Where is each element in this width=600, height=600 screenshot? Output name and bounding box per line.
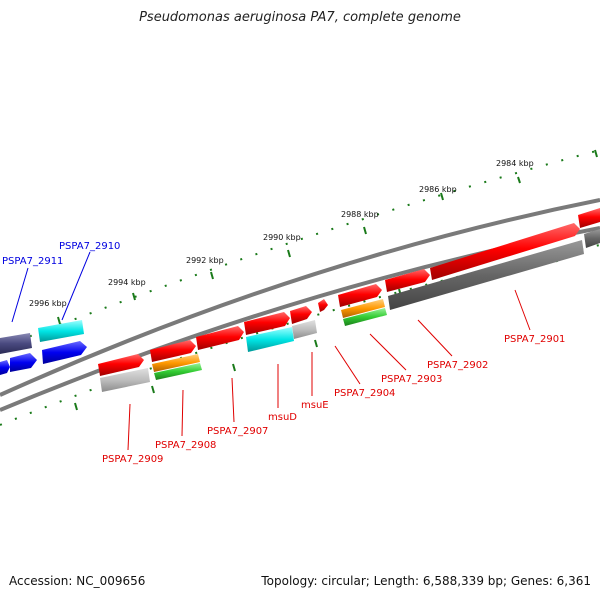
gene-label-msud[interactable]: msuD <box>268 412 297 423</box>
topology-text: Topology: circular; Length: 6,588,339 bp… <box>261 574 591 588</box>
gene-arrow-blue-small[interactable] <box>10 353 37 372</box>
scale-ring-outer <box>0 149 600 349</box>
map-title: Pseudomonas aeruginosa PA7, complete gen… <box>139 10 461 25</box>
gene-arrow-msue[interactable] <box>290 306 312 324</box>
forward-gene-track[interactable] <box>98 208 600 376</box>
feature-green-2908[interactable] <box>154 363 202 380</box>
gene-arrow-2909[interactable] <box>98 354 144 376</box>
feature-track-lower[interactable] <box>100 229 600 392</box>
scale-label-2992: 2992 kbp <box>186 256 224 265</box>
gene-label-2901[interactable]: PSPA7_2901 <box>504 334 565 345</box>
backbone-arc-outer <box>0 198 600 397</box>
feature-orange-2903[interactable] <box>341 299 385 318</box>
feature-gray-right-edge[interactable] <box>584 229 600 248</box>
gene-label-2903[interactable]: PSPA7_2903 <box>381 374 442 385</box>
gene-label-msue[interactable]: msuE <box>301 400 329 411</box>
gene-arrow-blue-2910[interactable] <box>42 341 87 364</box>
gene-arrow-2904[interactable] <box>318 299 328 312</box>
gene-label-2910[interactable]: PSPA7_2910 <box>59 241 120 252</box>
major-ticks <box>57 149 598 325</box>
gene-label-2911[interactable]: PSPA7_2911 <box>2 256 63 267</box>
gene-label-2904[interactable]: PSPA7_2904 <box>334 388 395 399</box>
gene-arrow-2907[interactable] <box>196 326 244 350</box>
feature-cyan-msud[interactable] <box>246 327 294 352</box>
accession-text: Accession: NC_009656 <box>9 574 146 588</box>
leader-lines-top <box>11 251 91 323</box>
scale-label-2984: 2984 kbp <box>496 159 534 168</box>
gene-label-2902[interactable]: PSPA7_2902 <box>427 360 488 371</box>
scale-label-2986: 2986 kbp <box>419 185 457 194</box>
scale-label-2994: 2994 kbp <box>108 278 146 287</box>
gene-arrow-msud[interactable] <box>244 312 290 335</box>
gene-label-2907[interactable]: PSPA7_2907 <box>207 426 268 437</box>
feature-gray-2909[interactable] <box>100 368 150 392</box>
feature-group-left[interactable] <box>0 320 87 375</box>
gene-arrow-right-edge[interactable] <box>578 208 600 228</box>
feature-green-2903[interactable] <box>343 308 387 326</box>
gene-label-2909[interactable]: PSPA7_2909 <box>102 454 163 465</box>
gene-arrow-2903[interactable] <box>338 284 382 307</box>
gene-arrow-blue-edge[interactable] <box>0 360 10 375</box>
gene-arrow-dark[interactable] <box>0 333 32 354</box>
scale-label-2988: 2988 kbp <box>341 210 379 219</box>
scale-label-2996: 2996 kbp <box>29 299 67 308</box>
gene-arrow-2908[interactable] <box>150 340 196 362</box>
gene-arrow-2902[interactable] <box>385 269 430 292</box>
feature-gray-msue[interactable] <box>292 320 317 339</box>
feature-gray-2901[interactable] <box>388 240 584 310</box>
gene-arrow-cyan-2910[interactable] <box>38 320 84 342</box>
gene-label-2908[interactable]: PSPA7_2908 <box>155 440 216 451</box>
scale-label-2990: 2990 kbp <box>263 233 301 242</box>
gene-arrow-2901[interactable] <box>430 223 580 280</box>
feature-orange-2908[interactable] <box>152 354 200 372</box>
leader-lines-bottom <box>127 289 531 451</box>
